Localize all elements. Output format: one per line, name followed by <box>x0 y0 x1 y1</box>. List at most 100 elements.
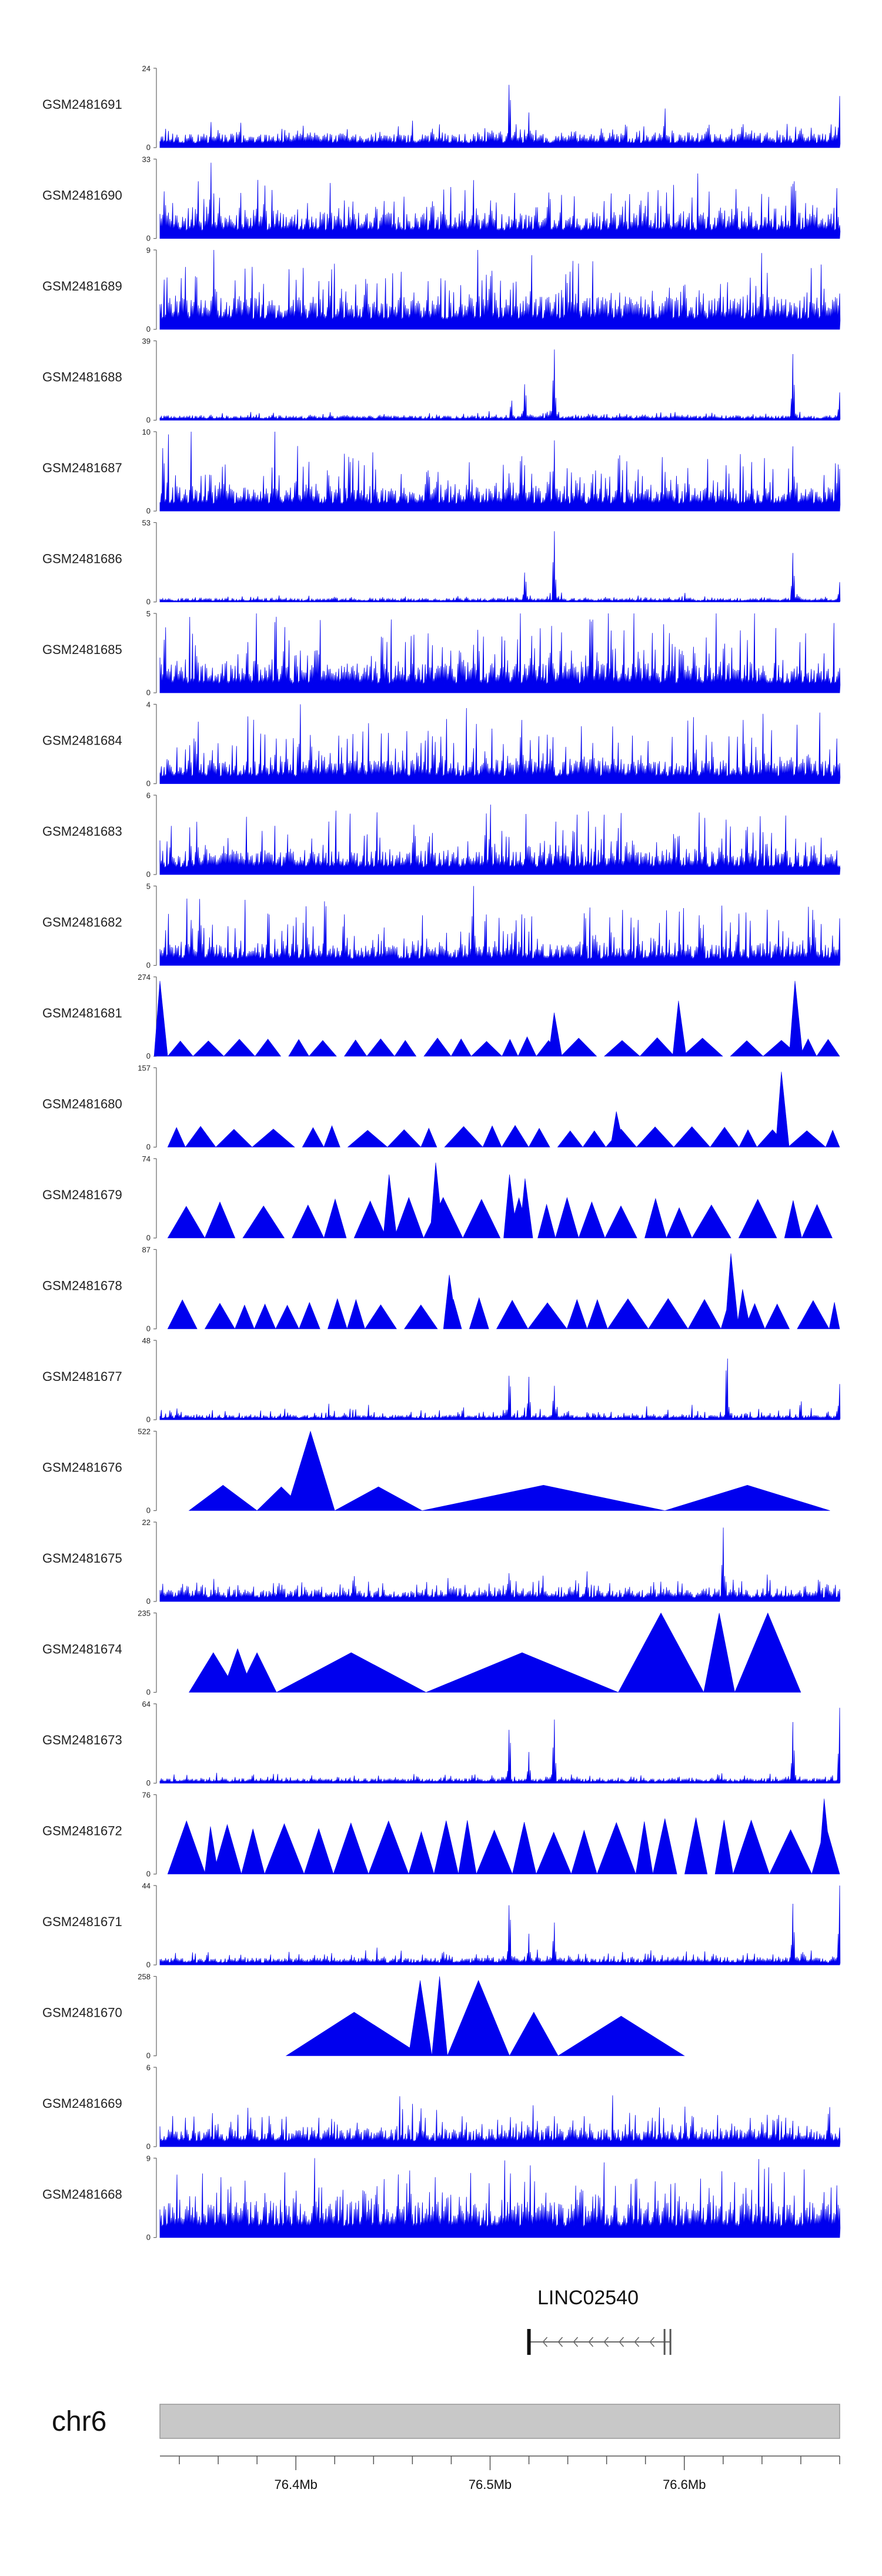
chromosome-label: chr6 <box>52 2406 106 2437</box>
track-GSM2481673: GSM2481673 64 0 <box>42 1700 841 1787</box>
y-max-label: 39 <box>142 337 151 346</box>
y-max-label: 6 <box>146 2063 151 2072</box>
y-zero-label: 0 <box>146 2142 151 2151</box>
y-zero-label: 0 <box>146 1233 151 1242</box>
track-GSM2481669: GSM2481669 6 0 <box>42 2063 841 2151</box>
y-zero-label: 0 <box>146 1778 151 1787</box>
strand-arrow-icon <box>573 2337 579 2347</box>
x-tick-label: 76.5Mb <box>469 2477 512 2492</box>
y-zero-label: 0 <box>146 506 151 515</box>
gene-model-LINC02540 <box>527 2329 671 2355</box>
strand-arrow-icon <box>634 2337 640 2347</box>
y-max-label: 87 <box>142 1246 151 1254</box>
signal-area <box>159 2095 841 2147</box>
signal-area <box>159 2158 841 2238</box>
signal-area <box>159 349 841 421</box>
y-max-label: 235 <box>138 1609 151 1618</box>
y-zero-label: 0 <box>146 1506 151 1515</box>
track-label: GSM2481670 <box>42 2006 122 2020</box>
y-zero-label: 0 <box>146 598 151 606</box>
track-GSM2481672: GSM2481672 76 0 <box>42 1791 840 1878</box>
track-GSM2481668: GSM2481668 9 0 <box>42 2154 841 2242</box>
track-label: GSM2481679 <box>42 1187 122 1202</box>
track-label: GSM2481687 <box>42 461 122 475</box>
y-max-label: 9 <box>146 2154 151 2163</box>
y-zero-label: 0 <box>146 1415 151 1424</box>
strand-arrow-icon <box>619 2337 624 2347</box>
y-zero-label: 0 <box>146 1052 151 1060</box>
track-GSM2481689: GSM2481689 9 0 <box>42 246 841 333</box>
track-GSM2481683: GSM2481683 6 0 <box>42 791 841 879</box>
y-max-label: 10 <box>142 428 151 436</box>
track-GSM2481675: GSM2481675 22 0 <box>42 1518 841 1606</box>
y-zero-label: 0 <box>146 143 151 152</box>
y-zero-label: 0 <box>146 1597 151 1606</box>
track-label: GSM2481675 <box>42 1551 122 1566</box>
y-max-label: 64 <box>142 1700 151 1709</box>
signal-area <box>159 805 841 875</box>
signal-area <box>188 1430 830 1511</box>
y-zero-label: 0 <box>146 2051 151 2060</box>
x-tick-label: 76.6Mb <box>663 2477 706 2492</box>
track-GSM2481691: GSM2481691 24 0 <box>42 64 841 152</box>
genome-axis: 76.4Mb 76.5Mb 76.6Mb <box>160 2455 840 2492</box>
y-max-label: 74 <box>142 1154 151 1163</box>
track-label: GSM2481685 <box>42 642 122 657</box>
gene-exon-end <box>669 2329 671 2355</box>
track-label: GSM2481691 <box>42 97 122 112</box>
track-GSM2481680: GSM2481680 157 0 <box>42 1064 840 1152</box>
track-label: GSM2481684 <box>42 733 122 748</box>
track-GSM2481674: GSM2481674 235 0 <box>42 1609 801 1697</box>
y-max-label: 258 <box>138 1973 151 1981</box>
track-GSM2481687: GSM2481687 10 0 <box>42 428 841 515</box>
y-max-label: 48 <box>142 1336 151 1345</box>
track-GSM2481677: GSM2481677 48 0 <box>42 1336 841 1424</box>
track-GSM2481676: GSM2481676 522 0 <box>42 1427 830 1515</box>
y-max-label: 44 <box>142 1881 151 1890</box>
track-label: GSM2481690 <box>42 188 122 203</box>
y-zero-label: 0 <box>146 1324 151 1333</box>
strand-arrow-icon <box>603 2337 609 2347</box>
y-zero-label: 0 <box>146 688 151 697</box>
strand-arrow-icon <box>588 2337 594 2347</box>
y-zero-label: 0 <box>146 1143 151 1152</box>
gene-exon-start <box>527 2329 531 2355</box>
signal-area <box>159 1358 841 1420</box>
y-zero-label: 0 <box>146 416 151 425</box>
track-GSM2481671: GSM2481671 44 0 <box>42 1881 841 1969</box>
track-label: GSM2481688 <box>42 370 122 385</box>
strand-arrow-icon <box>542 2337 548 2347</box>
signal-area <box>153 980 840 1057</box>
track-GSM2481681: GSM2481681 274 0 <box>42 973 840 1060</box>
track-GSM2481688: GSM2481688 39 0 <box>42 337 841 425</box>
track-GSM2481685: GSM2481685 5 0 <box>42 609 841 697</box>
track-label: GSM2481689 <box>42 279 122 293</box>
track-label: GSM2481669 <box>42 2096 122 2111</box>
track-label: GSM2481671 <box>42 1914 122 1929</box>
track-label: GSM2481681 <box>42 1006 122 1020</box>
track-label: GSM2481677 <box>42 1369 122 1384</box>
y-zero-label: 0 <box>146 1688 151 1697</box>
y-zero-label: 0 <box>146 961 151 970</box>
track-GSM2481684: GSM2481684 4 0 <box>42 700 841 788</box>
strand-arrow-icon <box>557 2337 563 2347</box>
y-max-label: 5 <box>146 609 151 618</box>
signal-area <box>159 531 841 602</box>
signal-area <box>159 431 841 512</box>
signal-area <box>188 1612 801 1693</box>
signal-area <box>159 1707 841 1784</box>
gene-annotation-track: LINC02540 <box>527 2287 671 2355</box>
signal-area <box>159 886 841 966</box>
y-max-label: 22 <box>142 1518 151 1527</box>
track-label: GSM2481682 <box>42 915 122 930</box>
track-label: GSM2481668 <box>42 2187 122 2202</box>
y-zero-label: 0 <box>146 325 151 333</box>
y-zero-label: 0 <box>146 2233 151 2242</box>
track-GSM2481686: GSM2481686 53 0 <box>42 519 841 606</box>
track-GSM2481670: GSM2481670 258 0 <box>42 1973 685 2060</box>
y-max-label: 274 <box>138 973 151 982</box>
y-max-label: 4 <box>146 700 151 709</box>
track-label: GSM2481673 <box>42 1733 122 1747</box>
signal-tracks: GSM2481691240GSM2481690330GSM248168990GS… <box>42 64 841 2242</box>
signal-area <box>159 162 841 239</box>
